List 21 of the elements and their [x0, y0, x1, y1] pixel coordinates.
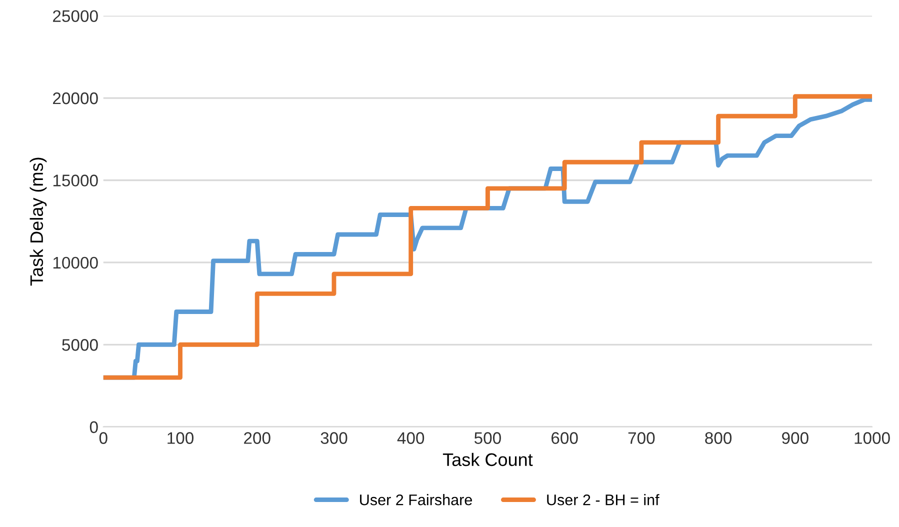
legend-label: User 2 Fairshare: [360, 494, 472, 506]
y-tick-label: 5000: [62, 339, 98, 351]
x-tick-label: 700: [628, 432, 655, 444]
x-tick-label: 900: [782, 432, 808, 444]
x-tick-label: 400: [397, 432, 424, 444]
x-tick-label: 0: [99, 432, 108, 444]
x-tick-label: 800: [705, 432, 732, 444]
y-tick-label: 20000: [53, 92, 98, 104]
x-tick-label: 300: [320, 432, 348, 444]
y-tick-label: 15000: [53, 174, 98, 186]
x-axis-title: Task Count: [442, 452, 533, 466]
x-tick-label: 1000: [854, 432, 890, 444]
legend-label: User 2 - BH = inf: [547, 494, 660, 506]
x-tick-label: 500: [474, 432, 501, 444]
y-tick-label: 10000: [53, 256, 98, 269]
y-axis-title: Task Delay (ms): [30, 158, 47, 286]
x-tick-label: 600: [552, 432, 578, 444]
y-tick-label: 25000: [53, 10, 98, 22]
x-tick-label: 200: [244, 432, 270, 444]
x-tick-label: 100: [168, 432, 194, 444]
y-tick-label: 0: [90, 421, 98, 434]
